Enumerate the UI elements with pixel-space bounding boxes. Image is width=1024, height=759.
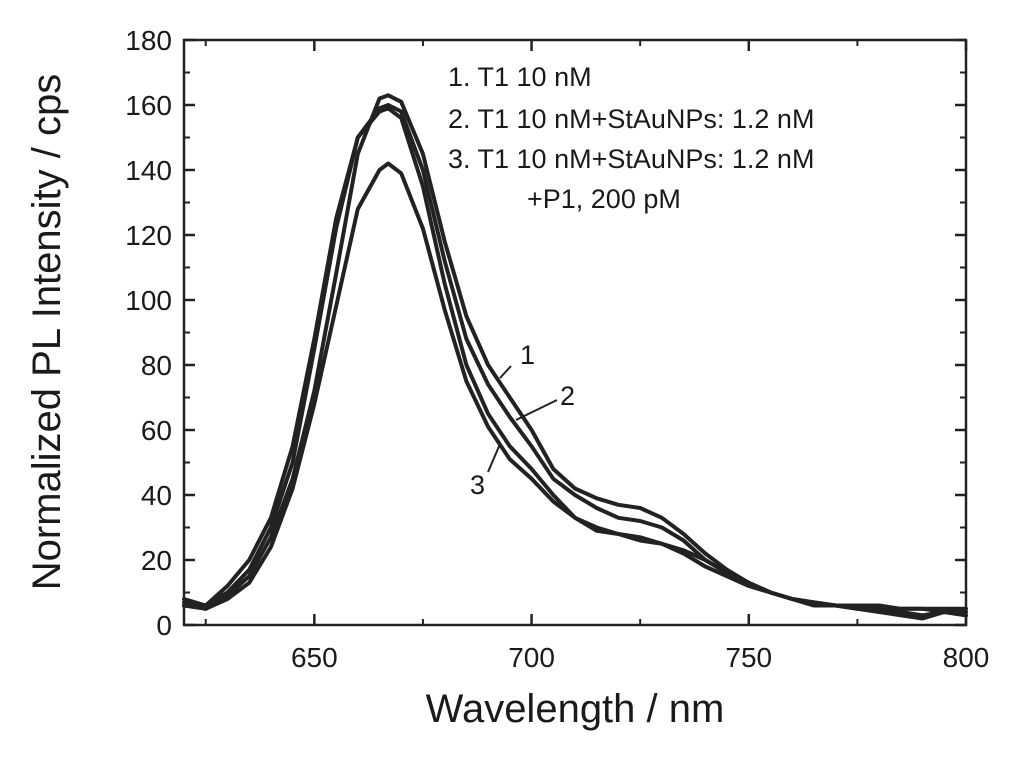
curve-3-label: 3 <box>470 470 485 500</box>
y-tick-label: 80 <box>141 350 172 381</box>
x-tick-label: 800 <box>943 642 990 673</box>
curve-1-label: 1 <box>520 340 535 370</box>
legend-line-2: 2. T1 10 nM+StAuNPs: 1.2 nM <box>448 104 814 134</box>
y-tick-label: 100 <box>125 285 172 316</box>
x-tick-label: 750 <box>725 642 772 673</box>
y-ticks: 0 20 40 60 80 100 120 140 160 180 <box>125 25 966 641</box>
y-tick-label: 40 <box>141 480 172 511</box>
legend-line-1: 1. T1 10 nM <box>448 62 592 92</box>
series-line-2 <box>182 103 968 614</box>
curve-1-leader <box>499 365 512 379</box>
y-tick-label: 180 <box>125 25 172 56</box>
y-tick-label: 0 <box>156 610 172 641</box>
curve-2-leader <box>515 399 558 421</box>
series-line-4 <box>182 161 968 618</box>
curve-3-leader <box>487 443 501 473</box>
y-axis-title: Normalized PL Intensity / cps <box>25 74 69 591</box>
y-tick-label: 140 <box>125 155 172 186</box>
x-tick-label: 700 <box>508 642 555 673</box>
y-tick-label: 60 <box>141 415 172 446</box>
y-tick-label: 160 <box>125 90 172 121</box>
curve-2-label: 2 <box>560 381 575 411</box>
plot-frame <box>182 38 968 627</box>
y-tick-label: 120 <box>125 220 172 251</box>
x-ticks: 650 700 750 800 <box>291 40 989 673</box>
series-group <box>182 93 968 621</box>
legend-line-3: 3. T1 10 nM+StAuNPs: 1.2 nM <box>448 144 814 174</box>
curve-annotations: 1 2 3 <box>470 340 575 500</box>
x-tick-label: 650 <box>291 642 338 673</box>
x-axis-title: Wavelength / nm <box>426 687 725 731</box>
legend-line-4: +P1, 200 pM <box>527 184 681 214</box>
y-tick-label: 20 <box>141 545 172 576</box>
legend: 1. T1 10 nM 2. T1 10 nM+StAuNPs: 1.2 nM … <box>448 62 814 214</box>
